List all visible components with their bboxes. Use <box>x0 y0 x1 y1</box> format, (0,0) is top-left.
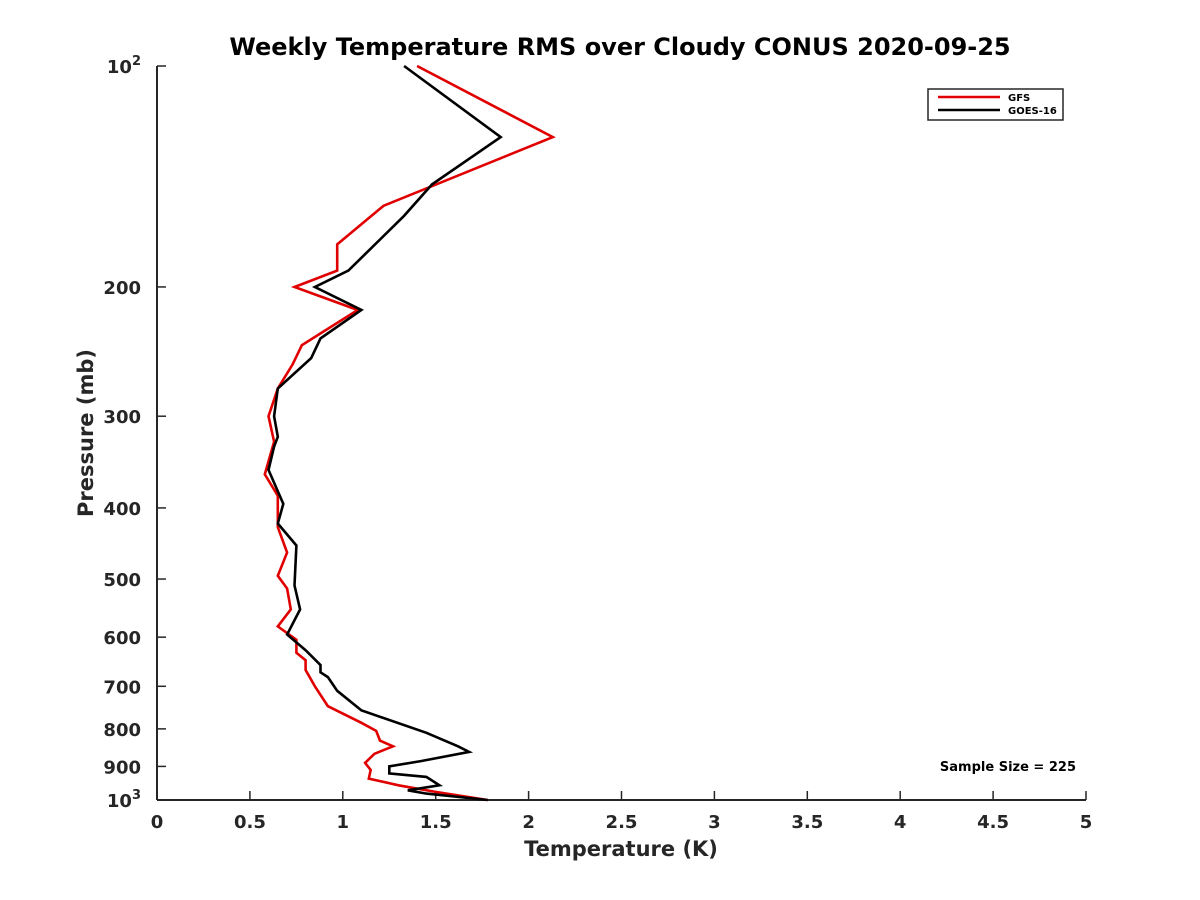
sample-size-annotation: Sample Size = 225 <box>940 760 1076 775</box>
legend: GFS GOES-16 <box>927 88 1064 121</box>
x-tick-label: 2.5 <box>606 812 638 833</box>
x-tick-label: 5 <box>1080 812 1093 833</box>
x-tick-label: 4 <box>894 812 907 833</box>
x-axis-label: Temperature (K) <box>524 837 718 861</box>
x-tick-label: 2 <box>522 812 535 833</box>
series-line-gfs <box>263 64 556 802</box>
x-tick-label: 0.5 <box>234 812 266 833</box>
y-tick-label: 500 <box>103 570 141 591</box>
y-tick-label: 200 <box>103 278 141 299</box>
legend-box <box>927 88 1064 121</box>
y-tick-label: 700 <box>103 677 141 698</box>
legend-label-gfs: GFS <box>1008 93 1030 104</box>
y-tick-label: 900 <box>103 757 141 778</box>
plot-area: 0 0.5 1 1.5 2 2.5 3 3.5 4 4.5 5 102 200 300 400 500 600… <box>103 54 1092 833</box>
y-tick-label: 102 <box>107 54 141 78</box>
x-ticks: 0 0.5 1 1.5 2 2.5 3 3.5 4 4.5 5 <box>151 791 1093 833</box>
y-ticks: 102 200 300 400 500 600 700 800 900 103 <box>103 54 166 812</box>
x-tick-label: 1.5 <box>420 812 452 833</box>
x-tick-label: 3 <box>708 812 721 833</box>
y-tick-label: 800 <box>103 720 141 741</box>
x-tick-label: 0 <box>151 812 164 833</box>
x-tick-label: 1 <box>337 812 350 833</box>
x-tick-label: 4.5 <box>977 812 1009 833</box>
y-tick-label: 300 <box>103 407 141 428</box>
series-line-goes16 <box>267 64 503 802</box>
chart-title: Weekly Temperature RMS over Cloudy CONUS… <box>229 33 1010 61</box>
y-tick-label: 103 <box>107 788 141 812</box>
series-lines <box>263 64 556 802</box>
x-tick-label: 3.5 <box>791 812 823 833</box>
y-tick-label: 600 <box>103 628 141 649</box>
legend-label-goes16: GOES-16 <box>1008 106 1057 117</box>
y-axis-label: Pressure (mb) <box>74 349 98 517</box>
y-tick-label: 400 <box>103 499 141 520</box>
